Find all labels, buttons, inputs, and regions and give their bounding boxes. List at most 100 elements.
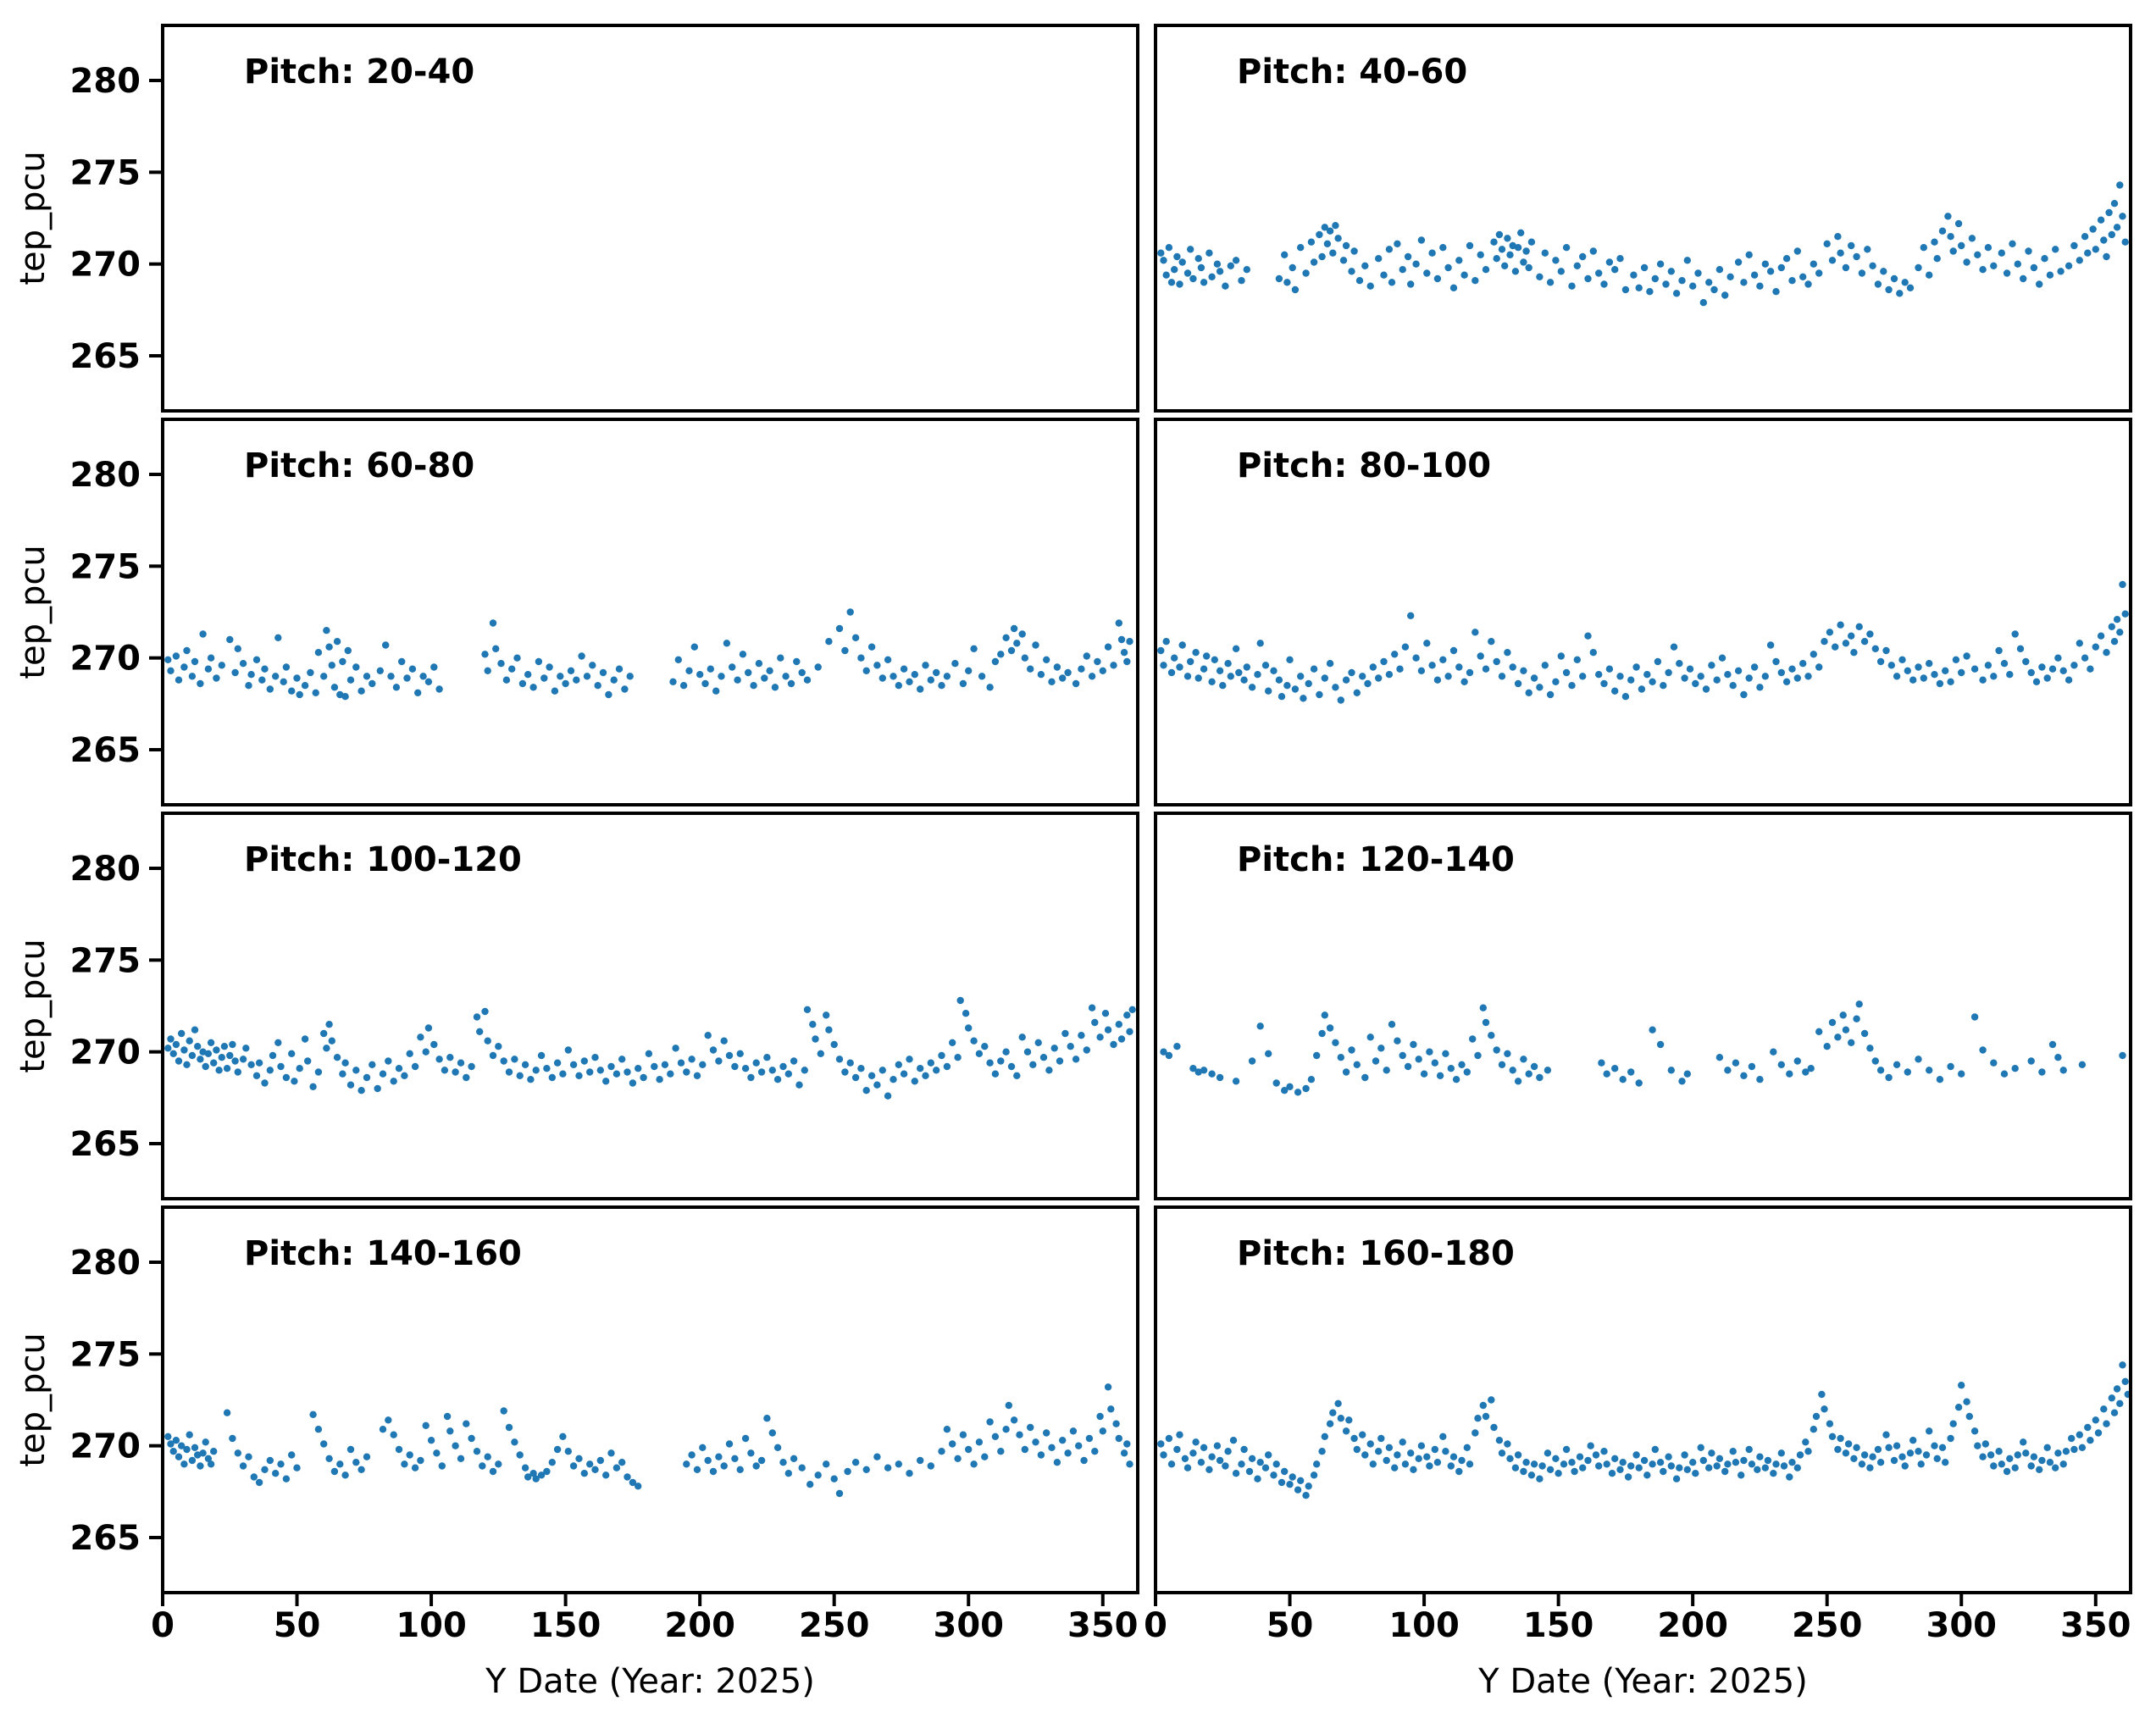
scatter-point <box>518 679 527 688</box>
scatter-point <box>226 635 234 644</box>
scatter-point <box>1802 1438 1810 1446</box>
scatter-point <box>274 1039 282 1047</box>
scatter-point <box>2094 1429 2103 1437</box>
scatter-point <box>873 1453 881 1460</box>
scatter-point <box>575 1072 583 1080</box>
scatter-point <box>178 1442 186 1449</box>
scatter-point <box>1472 277 1479 285</box>
scatter-point <box>1589 649 1598 657</box>
scatter-point <box>357 687 365 695</box>
scatter-point <box>325 1455 333 1463</box>
scatter-point <box>535 657 543 666</box>
scatter-point <box>970 1037 978 1045</box>
scatter-point <box>1160 1048 1167 1056</box>
scatter-point <box>943 1062 951 1071</box>
scatter-point <box>768 1429 776 1437</box>
scatter-point <box>1444 263 1452 272</box>
scatter-point <box>213 1046 220 1054</box>
scatter-point <box>427 1437 435 1444</box>
scatter-point <box>1772 1460 1780 1468</box>
scatter-point <box>2081 233 2089 241</box>
scatter-point <box>1672 1475 1681 1482</box>
panel-plot-area <box>161 24 1139 413</box>
scatter-point <box>1756 1453 1764 1460</box>
scatter-point <box>1302 269 1310 277</box>
scatter-point <box>621 685 629 693</box>
scatter-point <box>911 1078 919 1085</box>
scatter-point <box>690 643 698 651</box>
scatter-point <box>218 662 225 669</box>
scatter-point <box>589 662 596 669</box>
scatter-point <box>685 667 693 674</box>
scatter-point <box>277 1062 285 1071</box>
scatter-point <box>752 1462 760 1470</box>
scatter-point <box>1998 1460 2005 1468</box>
scatter-point <box>965 667 973 674</box>
scatter-point <box>1880 268 1887 275</box>
scatter-point <box>1721 291 1729 299</box>
scatter-point <box>1072 1056 1080 1063</box>
scatter-point <box>1697 673 1704 680</box>
scatter-point <box>1898 1453 1906 1460</box>
scatter-point <box>1289 1473 1296 1481</box>
scatter-point <box>553 1445 562 1454</box>
scatter-point <box>1183 1464 1192 1471</box>
scatter-point <box>938 1051 945 1060</box>
scatter-point <box>188 1051 197 1060</box>
scatter-point <box>1754 1466 1761 1474</box>
scatter-point <box>2038 663 2046 671</box>
scatter-point <box>1216 268 1224 275</box>
scatter-point <box>1860 638 1869 646</box>
scatter-point <box>2070 662 2078 669</box>
scatter-point <box>1455 257 1463 264</box>
scatter-point <box>255 1059 263 1067</box>
panel-title: Pitch: 120-140 <box>1237 840 1515 879</box>
scatter-point <box>701 679 709 688</box>
scatter-point <box>1788 1459 1796 1466</box>
scatter-point <box>2076 257 2083 264</box>
scatter-point <box>2084 249 2092 257</box>
scatter-point <box>1761 673 1769 680</box>
scatter-point <box>1842 640 1850 647</box>
scatter-point <box>301 682 309 690</box>
scatter-point <box>1527 1471 1536 1479</box>
scatter-point <box>1654 657 1662 666</box>
scatter-point <box>1183 673 1192 680</box>
x-tick-label: 200 <box>1657 1606 1728 1645</box>
scatter-point <box>1348 268 1355 275</box>
scatter-point <box>1504 1050 1511 1058</box>
scatter-point <box>1938 227 1947 235</box>
scatter-point <box>1115 1021 1123 1028</box>
scatter-point <box>1270 1471 1278 1479</box>
scatter-point <box>2121 1377 2129 1386</box>
scatter-point <box>1732 1059 1740 1067</box>
scatter-point <box>1334 235 1342 242</box>
scatter-point <box>2030 263 2038 272</box>
scatter-point <box>1853 1015 1860 1022</box>
scatter-point <box>906 1056 913 1063</box>
scatter-point <box>255 1478 263 1487</box>
scatter-point <box>1399 1051 1406 1060</box>
scatter-point <box>1689 1459 1697 1466</box>
scatter-point <box>1394 240 1401 247</box>
scatter-point <box>2011 630 2019 638</box>
scatter-point <box>1283 279 1291 286</box>
scatter-point <box>674 656 682 663</box>
scatter-point <box>1893 1061 1901 1069</box>
scatter-point <box>1750 271 1759 279</box>
scatter-point <box>830 1040 838 1049</box>
scatter-point <box>933 668 940 677</box>
scatter-point <box>2003 269 2011 277</box>
scatter-point <box>1377 1434 1385 1443</box>
scatter-point <box>2092 246 2099 253</box>
scatter-point <box>607 1449 615 1457</box>
scatter-point <box>502 676 511 684</box>
scatter-point <box>1525 1070 1532 1078</box>
scatter-point <box>1965 1412 1973 1421</box>
scatter-point <box>567 667 575 674</box>
scatter-point <box>301 1035 309 1043</box>
scatter-point <box>1517 229 1525 236</box>
scatter-point <box>761 674 768 682</box>
scatter-point <box>2006 1455 2014 1463</box>
scatter-point <box>229 1434 236 1443</box>
